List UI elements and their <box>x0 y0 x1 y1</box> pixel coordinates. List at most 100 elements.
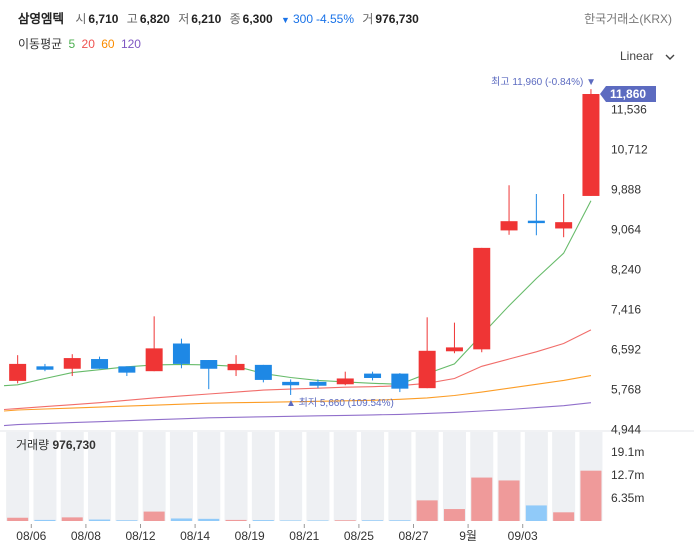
candle-body <box>527 220 545 224</box>
high-value: 6,820 <box>139 12 170 26</box>
moving-average-legend: 이동평균 5 20 60 120 <box>18 35 144 52</box>
volume-bar <box>225 519 247 521</box>
high-label: 고 <box>126 12 138 26</box>
volume-bar <box>143 511 165 521</box>
x-tick-label: 08/25 <box>344 529 374 543</box>
volume-bar <box>416 500 438 521</box>
candle-body <box>118 366 136 373</box>
low-label: 저 <box>178 12 190 26</box>
volume-bar <box>34 519 56 521</box>
candle-body <box>227 363 245 371</box>
volume-bar <box>443 509 465 521</box>
candle-body <box>282 381 300 386</box>
x-tick-label: 08/19 <box>235 529 265 543</box>
volume-label: 거 <box>362 12 374 26</box>
close-value: 6,300 <box>242 12 273 26</box>
volume-bar <box>471 477 493 521</box>
x-tick-label: 08/21 <box>289 529 319 543</box>
volume-column-bg <box>6 432 30 521</box>
volume-tick-label: 19.1m <box>611 445 644 459</box>
volume-bar <box>89 519 111 521</box>
x-tick-label: 08/12 <box>125 529 155 543</box>
scale-selector[interactable]: Linear <box>620 49 675 63</box>
volume-bar <box>7 517 29 521</box>
x-tick-label: 9월 <box>459 529 477 543</box>
price-tick-label: 6,592 <box>611 343 641 357</box>
change-value: 300 <box>292 12 313 26</box>
ma-20-label[interactable]: 20 <box>81 37 95 51</box>
x-tick-label: 08/27 <box>398 529 428 543</box>
volume-bar <box>525 505 547 521</box>
candle-body <box>309 381 327 386</box>
volume-column-bg <box>197 432 221 521</box>
candle-body <box>391 373 409 389</box>
volume-bar <box>580 470 602 521</box>
price-tick-label: 11,536 <box>611 103 647 117</box>
price-tick-label: 9,888 <box>611 183 641 197</box>
high-annotation: 최고 11,960 (-0.84%) ▼ <box>491 76 596 88</box>
volume-bar <box>362 520 384 521</box>
volume-bar <box>389 520 411 521</box>
candle-body <box>473 247 491 350</box>
scale-value: Linear <box>620 49 654 63</box>
volume-column-bg <box>115 432 139 521</box>
volume-column-bg <box>333 432 357 521</box>
price-tick-label: 9,064 <box>611 223 641 237</box>
candle-body <box>364 373 382 378</box>
x-tick-label: 08/14 <box>180 529 210 543</box>
candle-body <box>418 350 436 389</box>
ma-120-line <box>3 402 592 427</box>
volume-tick-label: 6.35m <box>611 491 644 505</box>
x-tick-label: 08/08 <box>71 529 101 543</box>
current-price-label: 11,860 <box>610 87 646 101</box>
close-label: 종 <box>229 12 241 26</box>
volume-bar <box>307 520 329 521</box>
candle-body <box>582 94 600 196</box>
volume-legend-value: 976,730 <box>52 438 96 452</box>
volume-bar <box>553 512 575 521</box>
volume-column-bg <box>361 432 385 521</box>
ma-120-label[interactable]: 120 <box>120 37 141 51</box>
current-price-marker <box>600 86 656 102</box>
candle-body <box>200 360 218 369</box>
volume-column-bg <box>279 432 303 521</box>
exchange-name: 한국거래소(KRX) <box>584 12 672 26</box>
volume-column-bg <box>415 432 439 521</box>
open-value: 6,710 <box>88 12 119 26</box>
candle-body <box>445 347 463 352</box>
change-percent: -4.55% <box>316 12 355 26</box>
volume-column-bg <box>306 432 330 521</box>
price-tick-label: 10,712 <box>611 143 648 157</box>
volume-tick-label: 12.7m <box>611 468 644 482</box>
volume-column-bg <box>88 432 112 521</box>
volume-legend-label: 거래량 <box>16 438 52 452</box>
volume-bar <box>252 520 274 521</box>
ma-legend-label: 이동평균 <box>18 37 63 51</box>
ma-60-label[interactable]: 60 <box>101 37 115 51</box>
candle-body <box>500 221 518 231</box>
x-tick-label: 08/06 <box>16 529 46 543</box>
ma-5-label[interactable]: 5 <box>68 37 76 51</box>
price-tick-label: 7,416 <box>611 303 641 317</box>
volume-column-bg <box>524 432 548 521</box>
volume-column-bg <box>224 432 248 521</box>
volume-column-bg <box>169 432 193 521</box>
volume-value: 976,730 <box>375 12 419 26</box>
volume-bar <box>116 520 138 521</box>
candle-body <box>145 348 163 372</box>
volume-bar <box>61 517 83 521</box>
volume-column-bg <box>142 432 166 521</box>
candle-body <box>63 358 81 369</box>
volume-legend: 거래량 976,730 <box>16 438 96 452</box>
ma-5-line <box>3 200 592 387</box>
ma-60-line <box>3 375 592 412</box>
candle-body <box>9 363 27 381</box>
candle-body <box>36 366 54 370</box>
volume-column-bg <box>442 432 466 521</box>
volume-column-bg <box>60 432 84 521</box>
candle-body <box>91 359 109 369</box>
volume-column-bg <box>388 432 412 521</box>
candle-body <box>172 343 190 364</box>
volume-bar <box>334 520 356 521</box>
